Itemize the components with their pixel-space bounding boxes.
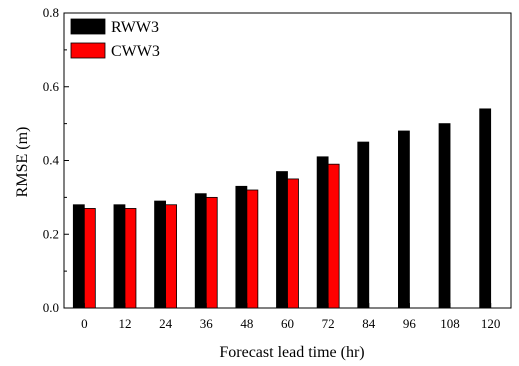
bar-cww3-36: [205, 196, 218, 309]
x-tick-label: 24: [159, 316, 173, 331]
x-tick-label: 60: [281, 316, 294, 331]
bar-rww3-36: [194, 193, 207, 309]
legend-label-cww3: CWW3: [111, 43, 160, 60]
bar-cww3-72: [327, 163, 340, 309]
x-tick-label: 72: [322, 316, 335, 331]
bar-rww3-48: [235, 185, 248, 309]
legend: RWW3 CWW3: [70, 18, 160, 60]
bar-cww3-12: [124, 208, 137, 309]
legend-label-rww3: RWW3: [111, 19, 159, 36]
bar-cww3-60: [287, 178, 299, 309]
bar-rww3-108: [438, 123, 451, 309]
bar-cww3-48: [246, 189, 259, 309]
x-tick-label: 120: [481, 316, 501, 331]
y-tick-label: 0.8: [43, 5, 59, 20]
bar-rww3-60: [276, 171, 288, 309]
bars: [72, 108, 492, 309]
bar-rww3-84: [357, 141, 370, 309]
bar-rww3-0: [72, 204, 85, 309]
bar-rww3-120: [479, 108, 492, 309]
y-tick-label: 0.6: [43, 79, 60, 94]
x-tick-label: 36: [200, 316, 214, 331]
x-tick-label: 48: [240, 316, 253, 331]
bar-rww3-12: [113, 204, 126, 309]
x-tick-label: 84: [362, 316, 376, 331]
y-tick-label: 0.2: [43, 226, 59, 241]
bar-rww3-96: [398, 130, 410, 309]
bar-cww3-0: [83, 208, 96, 309]
y-tick-label: 0.0: [43, 300, 59, 315]
bar-cww3-24: [165, 204, 177, 309]
bar-rww3-72: [316, 156, 329, 309]
x-tick-label: 12: [118, 316, 131, 331]
y-tick-label: 0.4: [43, 153, 60, 168]
y-axis-title: RMSE (m): [14, 127, 31, 198]
bar-rww3-24: [154, 200, 166, 309]
x-tick-label: 108: [440, 316, 460, 331]
axis-ticks: 0.0 0.2 0.4 0.6 0.8 0 12 24 36 48 60 72 84 96 108 120: [43, 5, 501, 331]
x-tick-label: 96: [403, 316, 417, 331]
x-tick-label: 0: [81, 316, 88, 331]
legend-swatch-cww3: [70, 42, 106, 59]
x-axis-title: Forecast lead time (hr): [219, 344, 364, 361]
legend-swatch-rww3: [70, 18, 106, 35]
